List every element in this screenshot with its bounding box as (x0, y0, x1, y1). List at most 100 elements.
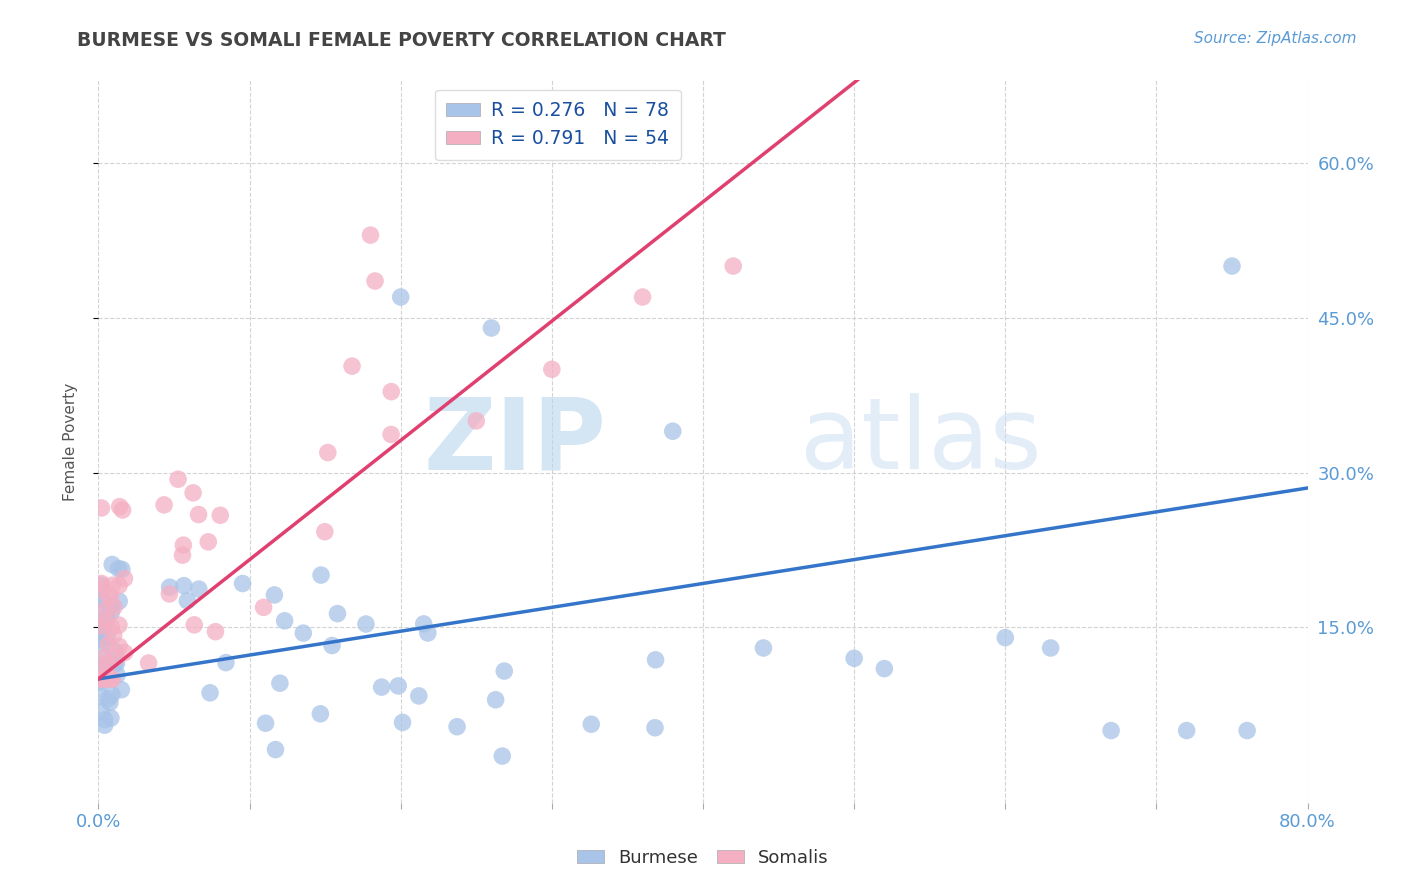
Point (90, 658, 112, 673)
Point (581, 717, 603, 731)
Point (93, 617, 115, 632)
Point (354, 617, 377, 632)
Point (172, 548, 194, 562)
Point (364, 274, 387, 288)
Point (1175, 723, 1198, 738)
Text: ZIP: ZIP (423, 393, 606, 490)
Point (91, 619, 114, 633)
Point (263, 588, 285, 602)
Point (96, 609, 118, 624)
Point (97, 637, 120, 651)
Point (138, 656, 160, 670)
Point (103, 657, 125, 672)
Point (215, 656, 238, 670)
Point (91, 592, 114, 607)
Point (100, 589, 122, 603)
Point (101, 672, 124, 686)
Point (752, 640, 775, 655)
Point (198, 686, 221, 700)
Point (1099, 723, 1122, 738)
Point (100, 672, 122, 686)
Point (105, 650, 128, 665)
Point (110, 682, 132, 697)
Point (90, 591, 112, 606)
Point (101, 687, 124, 701)
Point (90, 576, 112, 591)
Point (387, 679, 409, 693)
Text: atlas: atlas (800, 393, 1042, 490)
Point (264, 742, 287, 756)
Point (157, 587, 180, 601)
Point (98, 591, 121, 605)
Point (1220, 259, 1243, 273)
Legend: R = 0.276   N = 78, R = 0.791   N = 54: R = 0.276 N = 78, R = 0.791 N = 54 (434, 90, 681, 160)
Point (94, 606, 117, 620)
Point (97, 656, 120, 670)
Point (254, 716, 277, 731)
Point (309, 706, 332, 721)
Point (340, 359, 363, 373)
Point (90, 675, 112, 690)
Point (446, 720, 468, 734)
Point (484, 692, 506, 706)
Point (873, 662, 896, 676)
Point (209, 508, 232, 523)
Point (416, 626, 439, 640)
Point (204, 624, 226, 639)
Point (994, 631, 1017, 645)
Point (844, 651, 866, 665)
Point (465, 414, 488, 428)
Point (360, 228, 382, 243)
Point (183, 618, 205, 632)
Point (94, 603, 117, 617)
Point (101, 578, 124, 592)
Point (108, 579, 131, 593)
Point (314, 524, 336, 539)
Point (108, 594, 131, 608)
Point (309, 568, 332, 582)
Point (380, 427, 402, 442)
Point (540, 362, 562, 376)
Point (90, 619, 112, 633)
Point (90, 672, 112, 686)
Point (90, 632, 112, 647)
Point (197, 534, 219, 549)
Point (90, 705, 112, 719)
Point (98, 695, 121, 709)
Point (187, 582, 209, 596)
Point (103, 628, 125, 642)
Point (103, 600, 125, 615)
Point (316, 445, 339, 459)
Point (391, 715, 413, 730)
Point (187, 508, 209, 522)
Point (93, 650, 115, 665)
Point (111, 562, 134, 576)
Point (173, 579, 195, 593)
Point (326, 607, 349, 621)
Point (93, 660, 115, 674)
Point (370, 680, 392, 694)
Point (97, 691, 120, 706)
Point (159, 580, 181, 594)
Text: BURMESE VS SOMALI FEMALE POVERTY CORRELATION CHART: BURMESE VS SOMALI FEMALE POVERTY CORRELA… (77, 31, 727, 50)
Point (273, 614, 295, 628)
Point (104, 644, 127, 658)
Point (172, 538, 194, 552)
Point (90, 673, 112, 687)
Text: Source: ZipAtlas.com: Source: ZipAtlas.com (1194, 31, 1357, 46)
Point (93, 718, 115, 732)
Point (153, 498, 176, 512)
Point (644, 721, 666, 735)
Legend: Burmese, Somalis: Burmese, Somalis (569, 842, 837, 874)
Point (105, 668, 128, 682)
Point (100, 620, 122, 634)
Point (412, 616, 434, 631)
Point (96, 614, 118, 628)
Point (108, 640, 131, 654)
Point (90, 690, 112, 704)
Point (176, 594, 198, 608)
Point (108, 500, 131, 514)
Point (389, 290, 412, 304)
Point (723, 259, 745, 273)
Point (105, 657, 128, 671)
